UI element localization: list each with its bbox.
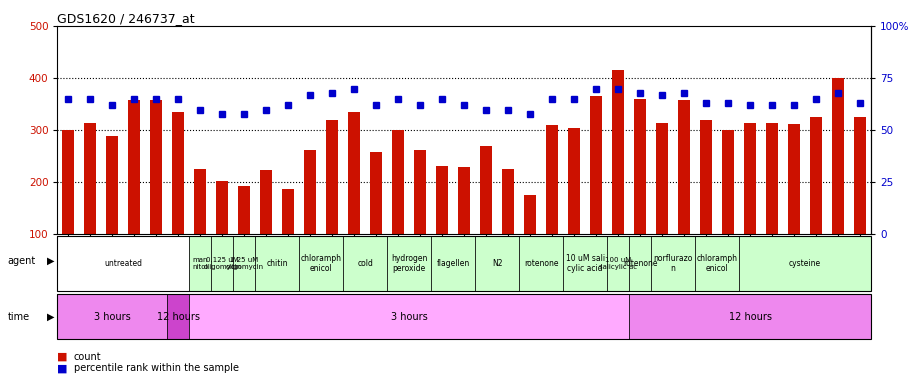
Bar — [611, 70, 623, 234]
Bar — [738, 236, 870, 291]
Bar — [809, 117, 821, 234]
Bar — [568, 128, 579, 234]
Text: chloramph
enicol: chloramph enicol — [696, 254, 737, 273]
Bar — [607, 236, 629, 291]
Bar — [589, 96, 601, 234]
Text: 100 uM
salicylic ac: 100 uM salicylic ac — [599, 257, 637, 270]
Text: ■: ■ — [57, 352, 68, 362]
Bar — [457, 167, 470, 234]
Text: man
nitol: man nitol — [192, 257, 208, 270]
Bar — [546, 125, 558, 234]
Text: chitin: chitin — [266, 259, 288, 268]
Bar — [238, 186, 251, 234]
Bar — [189, 236, 211, 291]
Text: 3 hours: 3 hours — [94, 312, 130, 321]
Bar — [562, 236, 607, 291]
Bar — [57, 236, 189, 291]
Bar — [189, 294, 629, 339]
Bar — [387, 236, 431, 291]
Text: N2: N2 — [491, 259, 502, 268]
Bar — [629, 236, 650, 291]
Text: time: time — [7, 312, 29, 321]
Text: 0.125 uM
oligomycin: 0.125 uM oligomycin — [203, 257, 241, 270]
Bar — [216, 181, 228, 234]
Bar — [431, 236, 475, 291]
Bar — [260, 170, 272, 234]
Text: 12 hours: 12 hours — [728, 312, 771, 321]
Text: chloramph
enicol: chloramph enicol — [301, 254, 342, 273]
Bar — [348, 112, 360, 234]
Bar — [435, 166, 448, 234]
Bar — [414, 150, 425, 234]
Bar — [85, 123, 97, 234]
Text: norflurazo
n: norflurazo n — [652, 254, 692, 273]
Text: agent: agent — [7, 256, 36, 266]
Bar — [168, 294, 189, 339]
Bar — [255, 236, 299, 291]
Bar — [700, 120, 711, 234]
Text: cold: cold — [357, 259, 373, 268]
Bar — [655, 123, 668, 234]
Bar — [853, 117, 865, 234]
Text: 12 hours: 12 hours — [157, 312, 200, 321]
Bar — [326, 120, 338, 234]
Text: rotenone: rotenone — [523, 259, 558, 268]
Bar — [62, 130, 75, 234]
Text: 1.25 uM
oligomycin: 1.25 uM oligomycin — [225, 257, 263, 270]
Text: count: count — [74, 352, 101, 362]
Bar — [194, 169, 206, 234]
Text: hydrogen
peroxide: hydrogen peroxide — [391, 254, 427, 273]
Text: ▶: ▶ — [46, 256, 54, 266]
Bar — [831, 78, 843, 234]
Bar — [57, 294, 168, 339]
Bar — [502, 170, 514, 234]
Bar — [694, 236, 738, 291]
Bar — [765, 123, 777, 234]
Text: ■: ■ — [57, 363, 68, 373]
Bar — [743, 123, 755, 234]
Text: untreated: untreated — [104, 259, 142, 268]
Bar — [304, 150, 316, 234]
Bar — [343, 236, 387, 291]
Bar — [475, 236, 518, 291]
Bar — [107, 135, 118, 234]
Text: cysteine: cysteine — [788, 259, 820, 268]
Text: rotenone: rotenone — [622, 259, 657, 268]
Text: ▶: ▶ — [46, 312, 54, 321]
Text: 10 uM sali
cylic acid: 10 uM sali cylic acid — [565, 254, 604, 273]
Bar — [128, 100, 140, 234]
Bar — [524, 195, 536, 234]
Bar — [150, 100, 162, 234]
Bar — [479, 146, 492, 234]
Bar — [370, 152, 382, 234]
Bar — [787, 124, 799, 234]
Bar — [211, 236, 233, 291]
Bar — [172, 112, 184, 234]
Bar — [282, 189, 294, 234]
Bar — [299, 236, 343, 291]
Bar — [650, 236, 694, 291]
Bar — [722, 130, 733, 234]
Bar — [629, 294, 870, 339]
Text: percentile rank within the sample: percentile rank within the sample — [74, 363, 239, 373]
Text: GDS1620 / 246737_at: GDS1620 / 246737_at — [57, 12, 195, 25]
Bar — [233, 236, 255, 291]
Text: flagellen: flagellen — [436, 259, 469, 268]
Bar — [633, 99, 645, 234]
Text: 3 hours: 3 hours — [391, 312, 427, 321]
Bar — [392, 130, 404, 234]
Bar — [677, 100, 690, 234]
Bar — [518, 236, 562, 291]
